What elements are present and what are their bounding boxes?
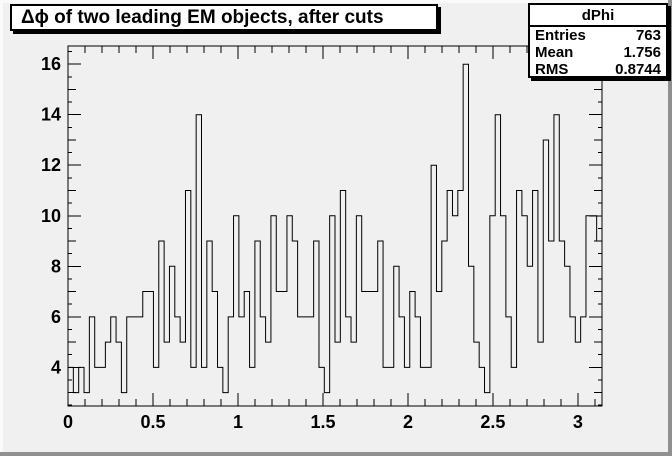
y-tick-label: 6 <box>51 307 61 327</box>
stats-box: dPhi Entries 763 Mean 1.756 RMS 0.8744 <box>528 3 668 78</box>
x-tick-label: 1 <box>233 412 243 432</box>
stats-value-rms: 0.8744 <box>615 61 661 78</box>
x-tick-label: 2 <box>403 412 413 432</box>
stats-row-entries: Entries 763 <box>530 27 666 44</box>
stats-row-mean: Mean 1.756 <box>530 44 666 61</box>
x-tick-label: 2.5 <box>480 412 505 432</box>
y-tick-label: 4 <box>51 357 61 377</box>
y-tick-label: 8 <box>51 256 61 276</box>
title-box: Δϕ of two leading EM objects, after cuts <box>10 4 438 31</box>
y-tick-label: 10 <box>41 206 61 226</box>
stats-value-mean: 1.756 <box>623 44 661 61</box>
plot-frame <box>67 45 603 407</box>
y-tick-label: 16 <box>41 54 61 74</box>
y-tick-label: 14 <box>41 105 61 125</box>
stats-label-mean: Mean <box>535 44 574 61</box>
y-tick-label: 12 <box>41 155 61 175</box>
x-tick-label: 0.5 <box>140 412 165 432</box>
x-tick-label: 3 <box>573 412 583 432</box>
stats-label-rms: RMS <box>535 61 569 78</box>
x-tick-label: 0 <box>63 412 73 432</box>
x-tick-label: 1.5 <box>310 412 335 432</box>
stats-title: dPhi <box>530 5 666 27</box>
histogram-step-line <box>67 63 603 406</box>
stats-row-rms: RMS 0.8744 <box>530 61 666 78</box>
plot-title: Δϕ of two leading EM objects, after cuts <box>21 6 384 28</box>
stats-label-entries: Entries <box>535 27 586 44</box>
stats-value-entries: 763 <box>635 27 661 44</box>
